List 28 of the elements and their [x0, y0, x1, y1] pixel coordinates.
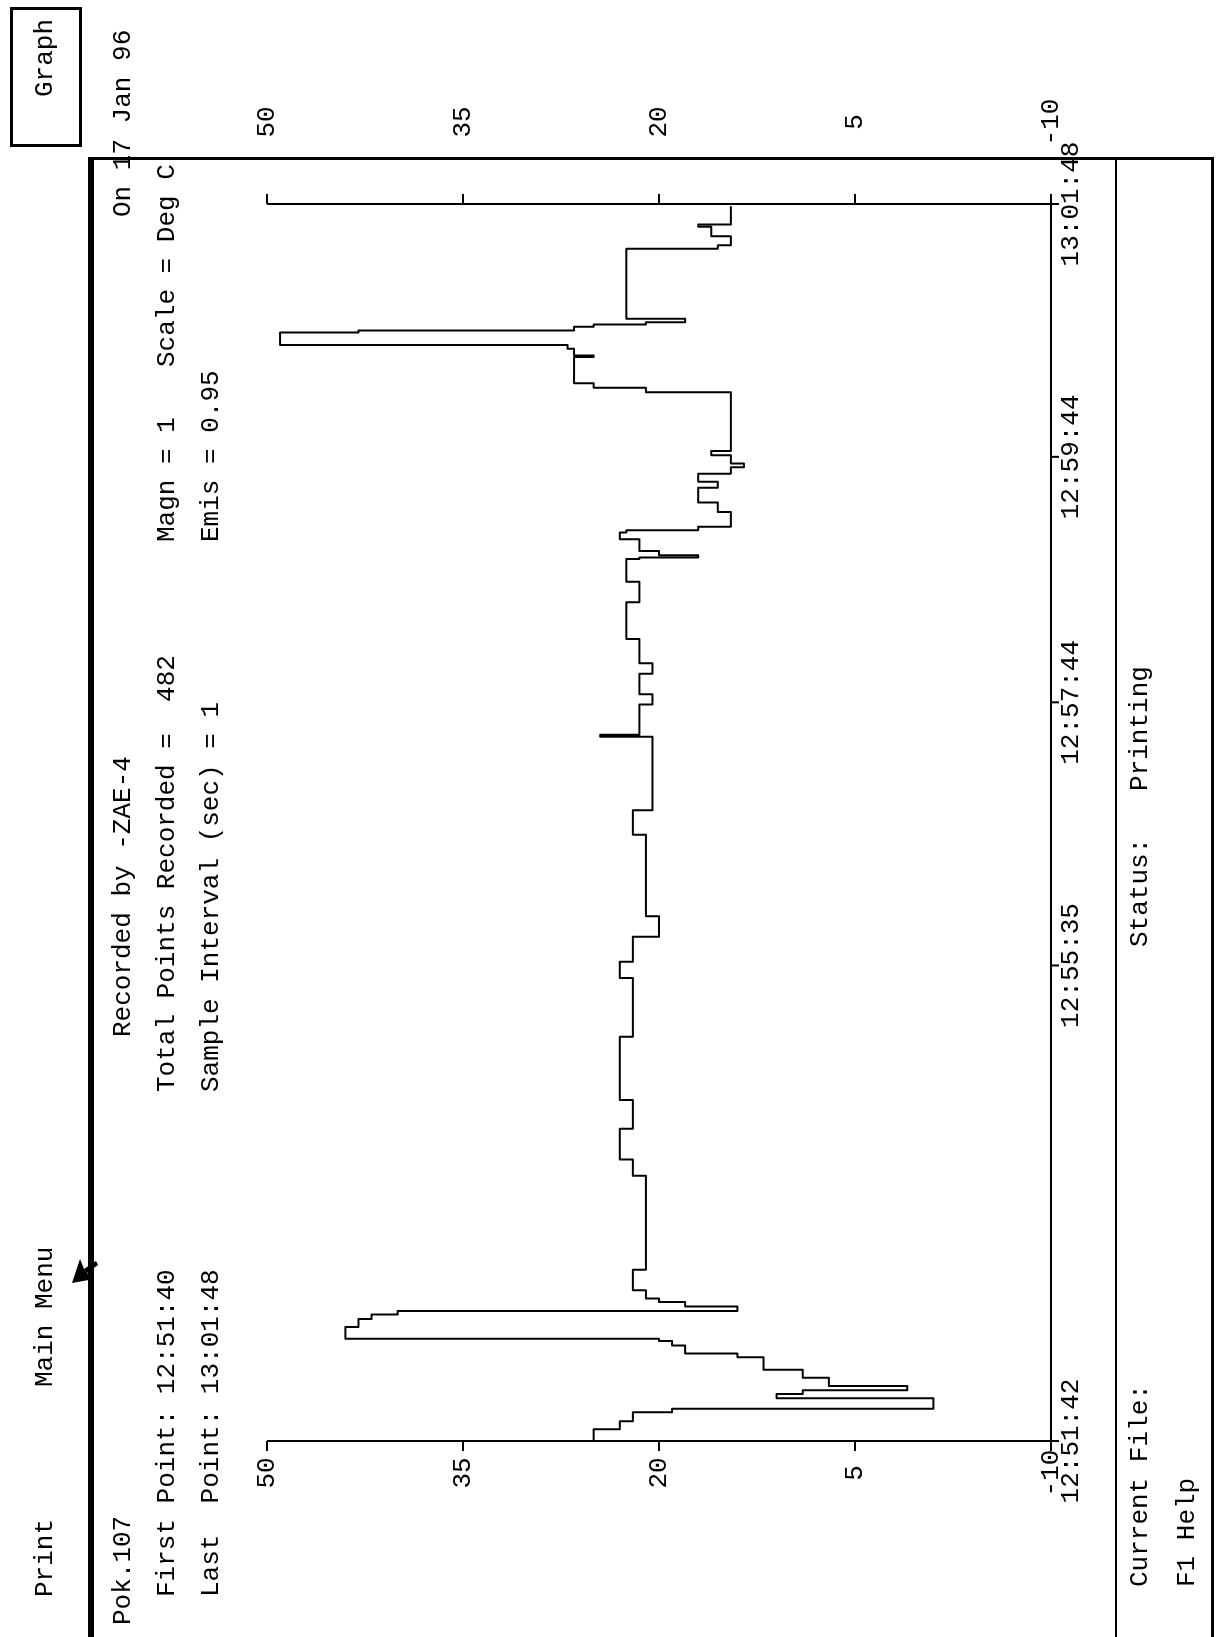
x-tick-label: 20: [644, 1457, 674, 1489]
text: Pok.107: [108, 1515, 138, 1625]
y-tick-label: 12:59:44: [1056, 394, 1086, 520]
y-tick-label: 13:01:48: [1056, 141, 1086, 267]
text: Emis = 0.95: [196, 370, 226, 542]
text: Current File:: [1125, 1384, 1155, 1587]
x2-tick-label: 20: [644, 106, 674, 138]
text: F1 Help: [1172, 1477, 1202, 1587]
x-tick-label: 35: [448, 1457, 478, 1489]
text: Last Point: 13:01:48: [196, 1269, 226, 1597]
text: Main Menu: [30, 1246, 60, 1387]
y-tick-label: 12:55:35: [1056, 903, 1086, 1028]
text: On 17 Jan 96: [108, 29, 138, 217]
text: Total Points Recorded = 482: [152, 655, 182, 1092]
text: First Point: 12:51:40: [152, 1269, 182, 1597]
x2-tick-label: 35: [448, 106, 478, 138]
text: Scale = Deg C: [152, 164, 182, 367]
text: Magn = 1: [152, 417, 182, 542]
text: Graph: [30, 18, 60, 97]
x2-tick-label: 5: [840, 114, 870, 130]
y-tick-label: 12:57:44: [1056, 639, 1086, 765]
text: Sample Interval (sec) = 1: [196, 701, 226, 1092]
text: Status: Printing: [1125, 666, 1155, 947]
x-tick-label: 50: [252, 1457, 282, 1489]
text: Print: [30, 1518, 60, 1597]
x2-tick-label: 50: [252, 106, 282, 138]
x-tick-label: 5: [840, 1465, 870, 1481]
text: Recorded by -ZAE-4: [108, 756, 138, 1037]
